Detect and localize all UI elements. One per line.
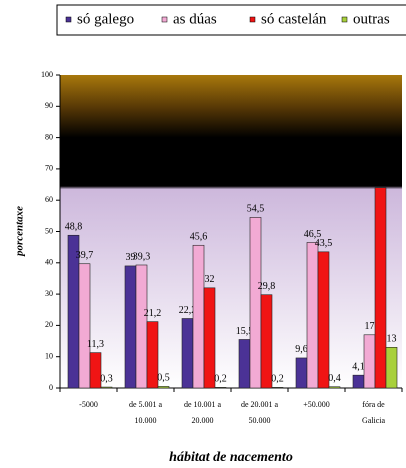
legend-box	[56, 4, 406, 36]
value-label: 0,4	[328, 373, 341, 384]
bar	[192, 244, 205, 389]
value-label: 39,7	[76, 250, 94, 261]
y-tick-label: 50	[45, 226, 53, 235]
bar	[203, 287, 216, 389]
x-tick-label: de 5.001 a	[129, 400, 163, 409]
bar	[100, 386, 113, 389]
x-tick-label: -5000	[79, 400, 98, 409]
value-label: 43,5	[315, 238, 333, 249]
legend-marker	[249, 16, 256, 23]
value-label: 13	[387, 334, 397, 345]
y-tick-label: 20	[45, 320, 53, 329]
y-tick-label: 10	[45, 352, 53, 361]
value-label: 9,6	[295, 344, 308, 355]
value-label: 21,2	[144, 308, 162, 319]
bar	[374, 187, 387, 389]
y-tick-label: 90	[45, 101, 53, 110]
value-label: 29,8	[258, 281, 276, 292]
x-tick-label: de 20.001 a	[241, 400, 279, 409]
legend-marker	[161, 16, 168, 23]
bar	[181, 318, 194, 389]
value-label: 48,8	[65, 222, 83, 233]
value-label: 0,2	[214, 374, 227, 385]
legend-marker	[341, 16, 348, 23]
legend-marker	[65, 16, 72, 23]
bar	[249, 217, 262, 389]
value-label: 39,3	[133, 251, 151, 262]
y-tick-label: 60	[45, 195, 53, 204]
bar	[385, 347, 398, 389]
bar	[214, 387, 227, 389]
value-label: 22,2	[179, 305, 197, 316]
x-tick-label: de 10.001 a	[184, 400, 222, 409]
value-label: 17	[365, 321, 375, 332]
x-tick-label: Galicia	[362, 416, 386, 425]
bar	[157, 386, 170, 389]
value-label: 0,5	[157, 373, 170, 384]
value-label: 0,2	[271, 374, 284, 385]
bar	[363, 334, 376, 389]
bar	[260, 294, 273, 389]
y-tick-label: 70	[45, 164, 53, 173]
value-label: 45,6	[190, 232, 208, 243]
bar	[124, 265, 137, 389]
y-tick-label: 100	[41, 70, 53, 79]
bar	[135, 264, 148, 389]
value-label: 32	[205, 274, 215, 285]
bar	[78, 263, 91, 389]
legend-label: as dúas	[173, 11, 217, 27]
bar	[89, 352, 102, 389]
x-tick-label: 20.000	[192, 416, 214, 425]
x-tick-label: 50.000	[249, 416, 271, 425]
y-tick-label: 0	[49, 383, 53, 392]
value-label: 46,5	[304, 229, 322, 240]
plot-background	[60, 75, 402, 388]
bar	[146, 321, 159, 389]
bar	[328, 386, 341, 389]
y-axis-title: porcentaxe	[14, 206, 26, 257]
bar	[271, 387, 284, 389]
x-tick-label: +50.000	[303, 400, 330, 409]
legend-label: só castelán	[261, 11, 327, 27]
value-label: 54,5	[247, 204, 265, 215]
value-label: 0,3	[100, 373, 113, 384]
x-axis-title: hábitat de nacemento	[169, 450, 293, 465]
y-tick-label: 30	[45, 289, 53, 298]
legend-label: outras	[353, 11, 390, 27]
value-label: 4,1	[352, 361, 365, 372]
x-tick-label: fóra de	[362, 400, 385, 409]
legend-label: só galego	[77, 11, 134, 27]
bar	[306, 242, 319, 389]
value-label: 11,3	[87, 339, 104, 350]
bar	[352, 374, 365, 389]
value-label: 39	[126, 252, 136, 263]
bar	[238, 339, 251, 389]
y-tick-label: 40	[45, 258, 53, 267]
bar	[317, 251, 330, 389]
x-tick-label: 10.000	[135, 416, 157, 425]
value-label: 15,5	[236, 326, 254, 337]
y-tick-label: 80	[45, 132, 53, 141]
bar	[295, 357, 308, 389]
